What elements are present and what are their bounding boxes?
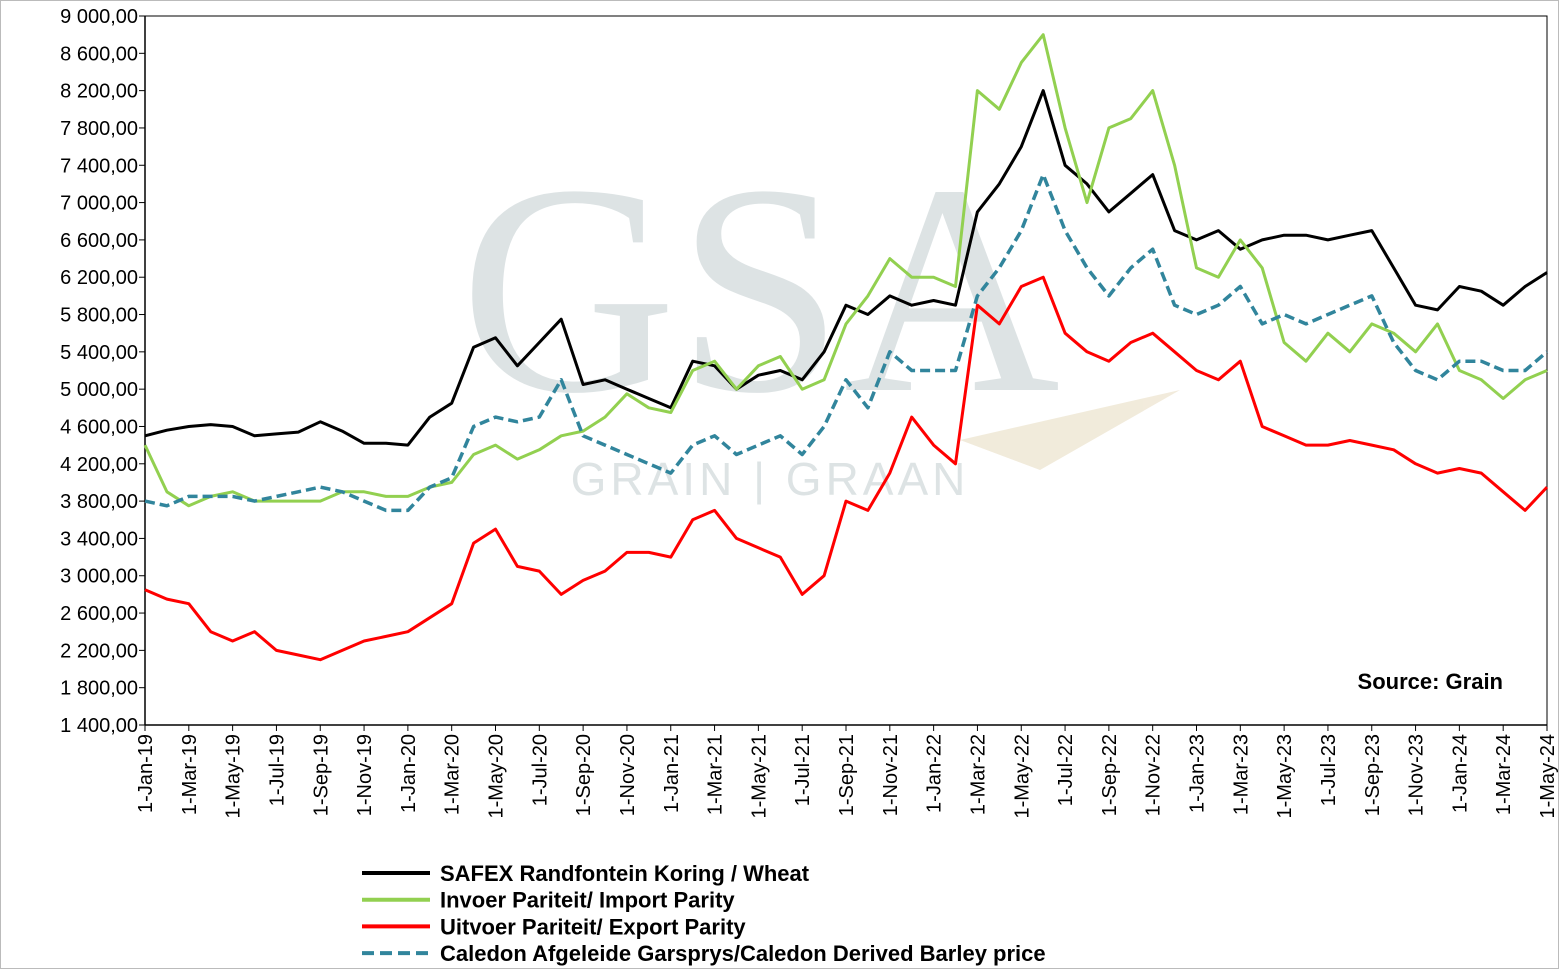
x-tick-label: 1-Jul-19 bbox=[266, 734, 288, 806]
x-tick-label: 1-Nov-21 bbox=[880, 734, 902, 816]
x-tick-label: 1-Jan-22 bbox=[924, 734, 946, 813]
x-tick-label: 1-Sep-21 bbox=[836, 734, 858, 816]
x-tick-label: 1-Sep-22 bbox=[1099, 734, 1121, 816]
legend-label: Caledon Afgeleide Garsprys/Caledon Deriv… bbox=[440, 941, 1046, 966]
y-tick-label: 3 000,00 bbox=[60, 566, 138, 588]
x-tick-label: 1-Mar-24 bbox=[1493, 734, 1515, 815]
y-tick-label: 8 600,00 bbox=[60, 43, 138, 65]
legend-label: SAFEX Randfontein Koring / Wheat bbox=[440, 861, 810, 886]
series-line bbox=[144, 275, 1549, 662]
x-tick-label: 1-May-21 bbox=[748, 734, 770, 818]
x-tick-label: 1-Jan-21 bbox=[661, 734, 683, 813]
x-tick-label: 1-Nov-23 bbox=[1406, 734, 1428, 816]
y-tick-label: 7 000,00 bbox=[60, 193, 138, 215]
series-line bbox=[144, 89, 1548, 447]
legend-label: Uitvoer Pariteit/ Export Parity bbox=[440, 914, 746, 939]
y-tick-label: 9 000,00 bbox=[60, 6, 138, 28]
x-tick-label: 1-Nov-20 bbox=[617, 734, 639, 816]
y-tick-label: 3 800,00 bbox=[60, 491, 138, 513]
x-tick-label: 1-May-20 bbox=[486, 734, 508, 818]
x-tick-label: 1-Jan-23 bbox=[1187, 734, 1209, 813]
y-tick-label: 4 200,00 bbox=[60, 454, 138, 476]
x-tick-label: 1-Mar-21 bbox=[705, 734, 727, 815]
x-tick-label: 1-Jan-20 bbox=[398, 734, 420, 813]
series-line bbox=[143, 33, 1548, 508]
y-tick-label: 5 000,00 bbox=[60, 379, 138, 401]
x-tick-label: 1-Jul-22 bbox=[1055, 734, 1077, 806]
x-tick-label: 1-Jan-19 bbox=[135, 734, 157, 813]
legend-label: Invoer Pariteit/ Import Parity bbox=[440, 888, 735, 913]
x-tick-label: 1-Sep-20 bbox=[573, 734, 595, 816]
y-tick-label: 2 200,00 bbox=[60, 640, 138, 662]
x-tick-label: 1-Jul-21 bbox=[792, 734, 814, 806]
y-tick-label: 1 800,00 bbox=[60, 678, 138, 700]
y-tick-label: 5 800,00 bbox=[60, 305, 138, 327]
x-tick-label: 1-Mar-20 bbox=[442, 734, 464, 815]
watermark-logo: GSA bbox=[460, 123, 1060, 455]
x-tick-label: 1-Mar-22 bbox=[967, 734, 989, 815]
y-tick-label: 1 400,00 bbox=[60, 715, 138, 737]
x-tick-label: 1-May-19 bbox=[223, 734, 245, 818]
y-tick-label: 4 600,00 bbox=[60, 416, 138, 438]
y-tick-label: 5 400,00 bbox=[60, 342, 138, 364]
x-tick-label: 1-Mar-19 bbox=[179, 734, 201, 815]
x-tick-label: 1-May-23 bbox=[1274, 734, 1296, 818]
x-tick-label: 1-Nov-22 bbox=[1143, 734, 1165, 816]
x-tick-label: 1-Jan-24 bbox=[1449, 734, 1471, 813]
x-tick-label: 1-Mar-23 bbox=[1230, 734, 1252, 815]
x-tick-label: 1-Jul-23 bbox=[1318, 734, 1340, 806]
x-tick-label: 1-Jul-20 bbox=[529, 734, 551, 806]
watermark: GSA GRAIN | GRAAN bbox=[460, 123, 1180, 505]
y-tick-label: 7 800,00 bbox=[60, 118, 138, 140]
y-tick-label: 7 400,00 bbox=[60, 155, 138, 177]
x-tick-label: 1-May-22 bbox=[1011, 734, 1033, 818]
y-tick-label: 6 200,00 bbox=[60, 267, 138, 289]
series-line bbox=[144, 172, 1549, 513]
y-tick-label: 8 200,00 bbox=[60, 81, 138, 103]
x-tick-label: 1-Nov-19 bbox=[354, 734, 376, 816]
y-tick-label: 6 600,00 bbox=[60, 230, 138, 252]
x-tick-label: 1-May-24 bbox=[1537, 734, 1559, 818]
x-tick-label: 1-Sep-19 bbox=[310, 734, 332, 816]
x-tick-label: 1-Sep-23 bbox=[1362, 734, 1384, 816]
y-tick-label: 3 400,00 bbox=[60, 528, 138, 550]
annotation: Source: Grain bbox=[1358, 669, 1503, 694]
y-tick-label: 2 600,00 bbox=[60, 603, 138, 625]
watermark-swoosh bbox=[960, 390, 1180, 470]
watermark-text: GRAIN | GRAAN bbox=[571, 453, 970, 505]
